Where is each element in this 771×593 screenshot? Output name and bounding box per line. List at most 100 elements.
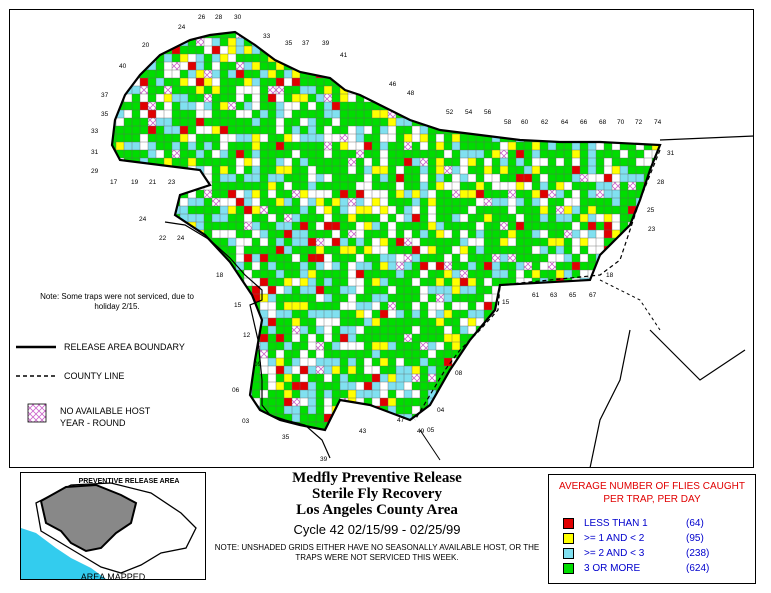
grid-cell [340, 190, 348, 198]
grid-cell [620, 382, 628, 390]
grid-cell [252, 198, 260, 206]
grid-cell [500, 142, 508, 150]
grid-cell [652, 310, 660, 318]
grid-cell [308, 350, 316, 358]
grid-cell [364, 134, 372, 142]
grid-cell [244, 142, 252, 150]
grid-cell [332, 286, 340, 294]
grid-cell [556, 110, 564, 118]
grid-cell [132, 46, 140, 54]
grid-cell [292, 270, 300, 278]
grid-cell [500, 198, 508, 206]
grid-cell [140, 390, 148, 398]
grid-cell [260, 342, 268, 350]
grid-cell [332, 158, 340, 166]
grid-cell [484, 38, 492, 46]
grid-cell [212, 398, 220, 406]
grid-cell [500, 102, 508, 110]
grid-cell [188, 142, 196, 150]
grid-label: 09 [254, 361, 262, 368]
grid-cell [588, 318, 596, 326]
grid-cell [452, 414, 460, 422]
grid-cell [596, 398, 604, 406]
grid-cell [188, 358, 196, 366]
grid-label: 43 [359, 428, 367, 435]
grid-cell [444, 246, 452, 254]
grid-cell [628, 62, 636, 70]
grid-cell [388, 406, 396, 414]
grid-cell [196, 54, 204, 62]
grid-cell [636, 230, 644, 238]
grid-cell [612, 366, 620, 374]
grid-cell [468, 310, 476, 318]
grid-cell [348, 254, 356, 262]
grid-cell [556, 166, 564, 174]
grid-cell [284, 350, 292, 358]
grid-cell [564, 150, 572, 158]
grid-cell [212, 334, 220, 342]
grid-cell [308, 286, 316, 294]
grid-cell [428, 190, 436, 198]
grid-cell [388, 246, 396, 254]
grid-cell [580, 32, 588, 38]
grid-cell [452, 294, 460, 302]
grid-cell [660, 390, 668, 398]
grid-cell [260, 318, 268, 326]
grid-cell [260, 326, 268, 334]
grid-cell [252, 214, 260, 222]
grid-cell [260, 110, 268, 118]
grid-cell [620, 206, 628, 214]
grid-cell [572, 342, 580, 350]
grid-cell [444, 190, 452, 198]
grid-cell [220, 302, 228, 310]
grid-cell [316, 158, 324, 166]
grid-cell [164, 78, 172, 86]
grid-cell [444, 214, 452, 222]
grid-cell [260, 270, 268, 278]
grid-cell [308, 382, 316, 390]
grid-cell [404, 334, 412, 342]
grid-cell [476, 206, 484, 214]
grid-cell [516, 374, 524, 382]
grid-cell [556, 70, 564, 78]
grid-cell [580, 94, 588, 102]
grid-cell [132, 326, 140, 334]
grid-cell [204, 158, 212, 166]
grid-cell [428, 326, 436, 334]
grid-cell [604, 390, 612, 398]
grid-cell [556, 334, 564, 342]
grid-cell [556, 46, 564, 54]
grid-cell [500, 46, 508, 54]
grid-cell [156, 278, 164, 286]
grid-cell [636, 38, 644, 46]
grid-cell [292, 390, 300, 398]
grid-cell [284, 70, 292, 78]
grid-cell [396, 222, 404, 230]
grid-cell [140, 126, 148, 134]
grid-cell [212, 406, 220, 414]
grid-cell [188, 366, 196, 374]
grid-cell [596, 142, 604, 150]
grid-cell [244, 350, 252, 358]
grid-cell [484, 414, 492, 422]
grid-cell [452, 406, 460, 414]
grid-cell [412, 70, 420, 78]
grid-cell [604, 222, 612, 230]
grid-cell [580, 326, 588, 334]
grid-cell [388, 150, 396, 158]
grid-cell [316, 334, 324, 342]
grid-cell [380, 190, 388, 198]
grid-cell [580, 70, 588, 78]
grid-cell [396, 326, 404, 334]
grid-cell [316, 358, 324, 366]
grid-cell [412, 254, 420, 262]
grid-cell [112, 214, 116, 222]
grid-cell [644, 158, 652, 166]
grid-cell [484, 246, 492, 254]
grid-cell [116, 198, 124, 206]
grid-cell [564, 238, 572, 246]
grid-cell [156, 110, 164, 118]
grid-cell [396, 54, 404, 62]
grid-cell [492, 382, 500, 390]
grid-cell [468, 390, 476, 398]
